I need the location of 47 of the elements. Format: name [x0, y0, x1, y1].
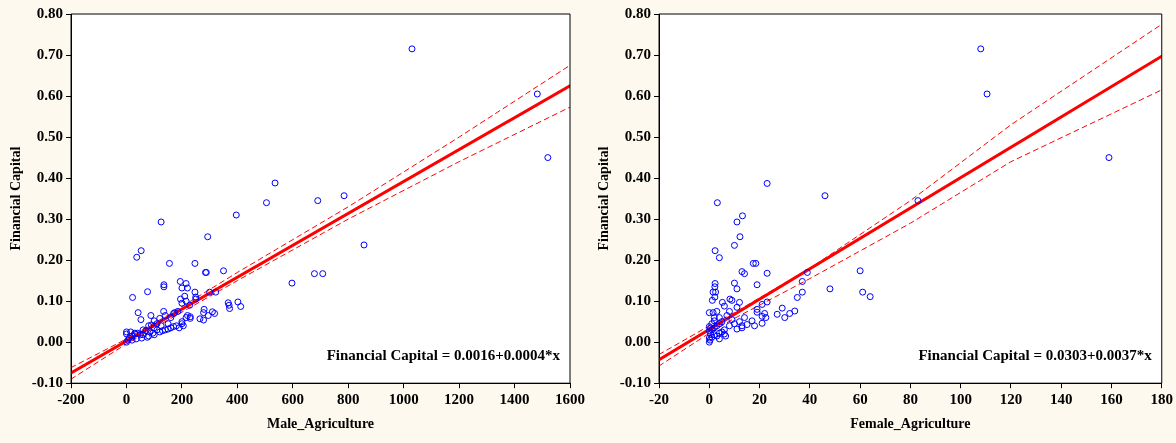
x-tick-label: 80	[902, 391, 918, 408]
y-tick-label: 0.00	[624, 333, 652, 350]
annotation: Financial Capital = 0.0303+0.0037*x	[918, 346, 1153, 363]
x-tick-label: 160	[1100, 391, 1123, 408]
y-tick-label: 0.50	[624, 127, 652, 144]
x-tick-label: 1400	[499, 391, 530, 408]
y-tick-label: 0.10	[36, 292, 64, 309]
x-tick-label: 60	[852, 391, 868, 408]
y-tick-label: 0.30	[624, 209, 652, 226]
y-tick-label: 0.40	[624, 168, 652, 185]
y-tick-label: 0.70	[36, 45, 64, 62]
x-tick-label: 1000	[388, 391, 419, 408]
y-tick-label: 0.70	[624, 45, 652, 62]
y-tick-label: 0.50	[36, 127, 64, 144]
y-axis-title: Financial Capital	[596, 146, 612, 251]
y-tick-label: -0.10	[31, 374, 64, 391]
x-tick-label: 1600	[555, 391, 585, 408]
x-tick-label: -200	[57, 391, 85, 408]
x-tick-label: 40	[802, 391, 818, 408]
x-tick-label: 0	[705, 391, 714, 408]
y-tick-label: 0.60	[624, 86, 652, 103]
x-axis-title: Female_Agriculture	[850, 416, 971, 432]
y-tick-label: 0.30	[36, 209, 64, 226]
x-tick-label: 400	[226, 391, 249, 408]
y-tick-label: 0.20	[624, 251, 652, 268]
y-tick-label: 0.10	[624, 292, 652, 309]
y-tick-label: 0.80	[624, 4, 652, 21]
y-axis-title: Financial Capital	[8, 146, 24, 251]
x-tick-label: 600	[281, 391, 305, 408]
x-tick-label: 200	[170, 391, 194, 408]
annotation: Financial Capital = 0.0016+0.0004*x	[326, 346, 561, 363]
x-tick-label: 0	[122, 391, 131, 408]
x-tick-label: -20	[649, 391, 670, 408]
x-tick-label: 100	[949, 391, 972, 408]
x-tick-label: 800	[336, 391, 360, 408]
y-tick-label: 0.40	[36, 168, 64, 185]
y-tick-label: 0.80	[36, 4, 64, 21]
y-tick-label: 0.00	[36, 333, 64, 350]
x-tick-label: 1200	[444, 391, 475, 408]
y-tick-label: -0.10	[619, 374, 652, 391]
x-tick-label: 180	[1150, 391, 1173, 408]
x-tick-label: 120	[999, 391, 1023, 408]
y-tick-label: 0.20	[36, 251, 64, 268]
y-tick-label: 0.60	[36, 86, 64, 103]
x-tick-label: 20	[752, 391, 768, 408]
x-axis-title: Male_Agriculture	[267, 416, 375, 432]
x-tick-label: 140	[1049, 391, 1073, 408]
